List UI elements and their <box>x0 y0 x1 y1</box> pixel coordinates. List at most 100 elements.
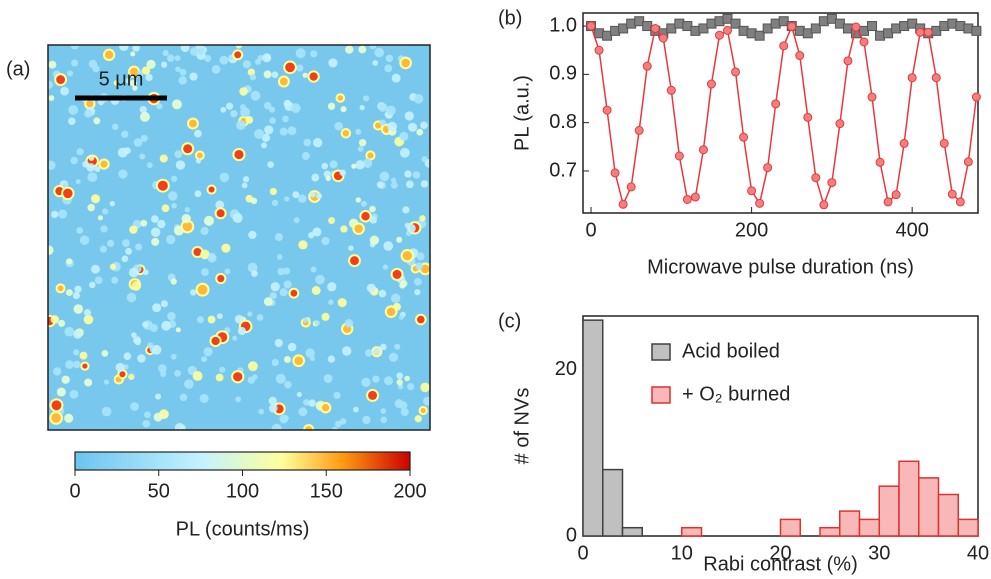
pl-spot <box>151 237 160 246</box>
pl-spot <box>404 111 414 121</box>
data-point <box>682 194 692 204</box>
pl-spot <box>262 53 272 63</box>
pl-spot <box>344 319 354 328</box>
pl-spot <box>241 182 248 189</box>
pl-spot <box>199 393 209 404</box>
pl-spot <box>264 125 274 135</box>
histogram-bar <box>582 319 604 537</box>
pl-spot <box>128 373 135 380</box>
pl-spot <box>312 227 322 237</box>
data-point <box>763 163 773 173</box>
pl-spot <box>119 371 126 378</box>
pl-spot <box>61 375 70 384</box>
pl-spot <box>258 408 265 415</box>
pl-spot <box>388 352 399 362</box>
pl-spot <box>219 55 229 65</box>
pl-spot <box>131 281 142 291</box>
pl-spot <box>419 215 426 222</box>
pl-spot <box>180 45 190 53</box>
histogram-bar <box>839 510 861 537</box>
pl-spot <box>298 407 308 417</box>
pl-spot <box>421 156 428 163</box>
pl-spot <box>86 100 94 108</box>
pl-spot <box>184 207 190 213</box>
pl-spot <box>58 209 68 219</box>
x-tick-label: 10 <box>671 542 693 564</box>
pl-spot <box>232 213 243 223</box>
data-point <box>658 33 668 43</box>
pl-spot <box>309 72 318 81</box>
pl-spot <box>125 247 132 255</box>
pl-spot <box>372 60 379 66</box>
pl-spot <box>219 172 230 183</box>
pl-spot <box>126 292 137 303</box>
pl-map <box>48 45 430 430</box>
pl-spot <box>309 191 316 198</box>
pl-spot <box>139 105 147 114</box>
data-point <box>602 105 612 115</box>
x-tick-label: 0 <box>585 219 596 241</box>
pl-spot <box>67 70 74 77</box>
pl-spot <box>73 349 80 356</box>
pl-spot <box>261 133 271 143</box>
pl-spot <box>133 336 142 345</box>
pl-spot <box>285 62 295 73</box>
data-point <box>626 182 636 192</box>
pl-spot <box>342 346 352 356</box>
pl-spot <box>65 360 74 369</box>
pl-spot <box>383 241 394 251</box>
pl-spot <box>287 126 297 136</box>
pl-spot <box>294 356 304 366</box>
pl-spot <box>103 379 110 385</box>
map-frame <box>47 44 431 431</box>
pl-spot <box>119 45 129 52</box>
pl-spot <box>279 288 288 297</box>
pl-spot <box>175 160 186 170</box>
pl-spot <box>247 361 258 372</box>
panel-label: (a) <box>6 58 30 80</box>
data-point <box>723 25 733 35</box>
pl-spot <box>123 352 132 361</box>
pl-spot <box>147 342 154 349</box>
pl-spot <box>146 59 156 69</box>
pl-spot <box>63 188 73 199</box>
pl-spot <box>355 197 362 203</box>
pl-spot <box>189 72 198 81</box>
pl-spot <box>414 277 422 286</box>
pl-spot <box>355 128 362 135</box>
data-point <box>915 27 925 37</box>
pl-spot <box>263 297 273 307</box>
pl-spot <box>391 73 401 83</box>
pl-spot <box>175 327 181 333</box>
pl-spot <box>337 95 344 101</box>
pl-spot <box>335 420 342 428</box>
pl-spot <box>178 76 187 85</box>
data-point <box>594 45 604 55</box>
pl-spot <box>417 315 425 324</box>
histogram-bar <box>957 518 979 537</box>
pl-spot <box>194 129 202 138</box>
pl-spot <box>174 422 185 430</box>
pl-spot <box>174 55 181 62</box>
pl-spot <box>276 254 283 260</box>
pl-spot <box>207 315 216 324</box>
histogram-bar <box>621 526 643 537</box>
pl-spot <box>422 396 430 406</box>
pl-spot <box>160 61 168 68</box>
pl-spot <box>366 283 376 293</box>
pl-spot <box>327 102 336 110</box>
legend-label: + O₂ burned <box>682 383 790 405</box>
pl-spot <box>53 367 62 376</box>
x-axis-label: Rabi contrast (%) <box>703 553 858 575</box>
pl-spot <box>157 180 168 191</box>
pl-spot <box>203 215 214 226</box>
pl-spot <box>250 90 261 101</box>
pl-spot <box>358 138 367 147</box>
pl-spot <box>121 239 130 248</box>
pl-spot <box>328 299 334 305</box>
pl-spot <box>104 50 114 60</box>
pl-spot <box>89 281 96 289</box>
y-tick-label: 0.9 <box>549 63 577 85</box>
pl-spot <box>70 156 78 165</box>
data-point <box>795 51 805 61</box>
